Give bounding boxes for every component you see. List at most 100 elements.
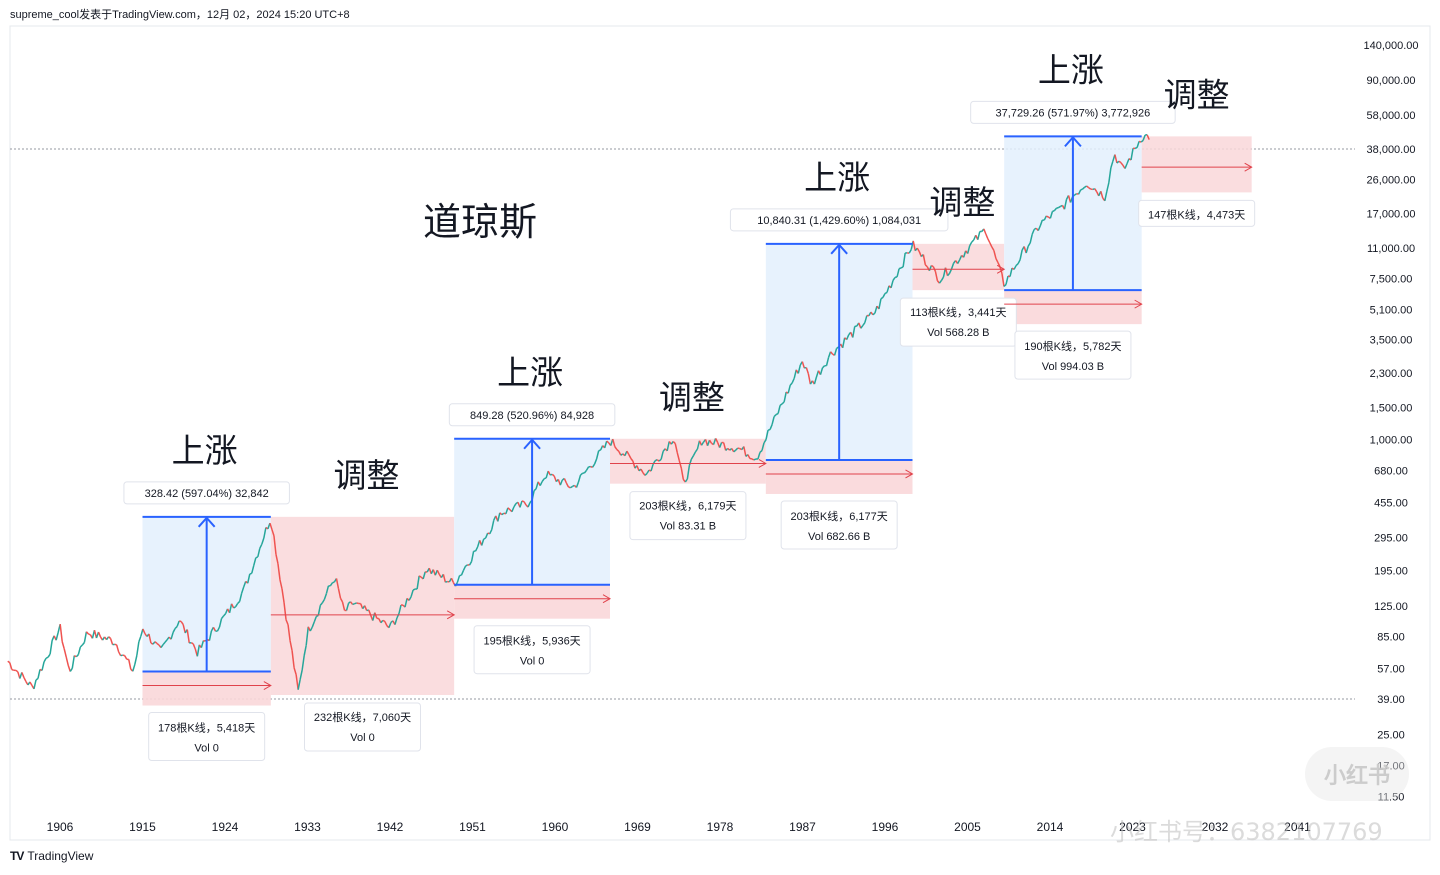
price-segment <box>156 642 160 646</box>
price-segment <box>579 472 583 476</box>
price-segment <box>222 613 227 617</box>
stat-label: 328.42 (597.04%) 32,842 <box>145 488 269 500</box>
price-segment <box>301 655 305 671</box>
span-box <box>454 584 610 619</box>
price-segment <box>593 458 598 465</box>
price-segment <box>97 631 102 638</box>
overlay-layer: 328.42 (597.04%) 32,842 178根K线，5,418天 Vol … <box>123 51 1256 762</box>
price-segment <box>501 512 505 516</box>
price-segment <box>485 532 489 539</box>
price-segment <box>630 458 634 462</box>
correction-region[interactable] <box>912 243 1005 291</box>
price-segment <box>150 642 154 645</box>
price-segment <box>757 452 761 460</box>
price-segment <box>192 643 196 650</box>
price-segment <box>977 231 981 240</box>
price-segment <box>950 262 955 270</box>
price-segment <box>591 463 596 468</box>
y-tick-label: 295.00 <box>1374 532 1408 544</box>
price-segment <box>176 620 180 627</box>
price-segment <box>408 596 412 601</box>
price-segment <box>991 246 995 251</box>
price-segment <box>88 633 91 636</box>
price-segment <box>767 428 771 431</box>
x-tick-label: 1942 <box>377 820 404 834</box>
price-segment <box>902 252 906 267</box>
price-segment <box>1039 219 1044 227</box>
price-segment <box>612 438 616 447</box>
price-segment <box>733 449 737 453</box>
price-segment <box>922 254 927 265</box>
price-segment <box>1092 188 1095 191</box>
price-segment <box>787 385 791 394</box>
price-segment <box>170 632 174 640</box>
price-segment <box>714 438 719 443</box>
price-segment <box>71 655 76 669</box>
price-segment <box>890 280 894 289</box>
y-tick-label: 17,000.00 <box>1367 208 1416 220</box>
price-segment <box>690 455 695 460</box>
price-segment <box>1037 225 1041 231</box>
price-segment <box>577 474 582 483</box>
plot-area[interactable] <box>9 25 1431 841</box>
price-segment <box>73 654 77 658</box>
price-segment <box>946 272 951 277</box>
price-segment <box>1052 209 1055 213</box>
price-segment <box>37 669 41 679</box>
price-segment <box>813 376 818 385</box>
price-segment <box>507 507 511 511</box>
price-segment <box>1124 163 1128 169</box>
price-segment <box>563 478 568 484</box>
price-segment <box>1053 207 1057 212</box>
price-segment <box>124 655 128 660</box>
price-segment <box>11 668 15 671</box>
price-segment <box>240 586 245 594</box>
price-segment <box>779 403 783 406</box>
bars-label-box <box>473 625 591 675</box>
price-segment <box>341 601 346 611</box>
price-segment <box>1088 187 1092 190</box>
rise-arrow-head <box>197 516 216 528</box>
price-segment <box>565 482 570 488</box>
bars-label-box <box>899 297 1017 347</box>
price-segment <box>1084 185 1088 188</box>
y-tick-label: 58,000.00 <box>1367 110 1416 122</box>
price-segment <box>465 564 468 567</box>
price-segment <box>519 500 523 508</box>
price-segment <box>283 602 287 620</box>
price-segment <box>348 601 352 604</box>
price-segment <box>1074 193 1077 196</box>
price-segment <box>259 543 263 549</box>
price-segment <box>797 364 802 374</box>
price-segment <box>995 258 999 263</box>
price-segment <box>658 458 662 462</box>
price-segment <box>821 365 826 369</box>
price-segment <box>208 630 213 641</box>
y-tick-label: 26,000.00 <box>1367 174 1416 186</box>
y-tick-label: 85.00 <box>1377 632 1405 644</box>
stat-label: 37,729.26 (571.97%) 3,772,926 <box>996 107 1151 119</box>
price-segment <box>1094 188 1098 193</box>
price-segment <box>872 312 876 316</box>
price-segment <box>896 268 900 278</box>
correction-region[interactable] <box>270 516 455 696</box>
correction-arrow-head <box>1244 162 1253 172</box>
price-segment <box>456 575 461 583</box>
x-tick-label: 1924 <box>212 820 239 834</box>
price-segment <box>775 412 779 416</box>
price-segment <box>396 613 400 619</box>
price-segment <box>196 644 201 657</box>
price-segment <box>934 271 939 281</box>
price-segment <box>1033 227 1037 231</box>
y-tick-label: 57.00 <box>1377 664 1405 676</box>
price-segment <box>751 458 755 461</box>
vol-label: Vol 0 <box>350 732 374 744</box>
tradingview-logo[interactable]: TV TradingView <box>10 849 93 863</box>
price-segment <box>186 629 190 644</box>
price-segment <box>388 622 392 628</box>
correction-region[interactable] <box>1141 136 1252 193</box>
price-segment <box>884 291 888 295</box>
price-segment <box>1134 146 1138 150</box>
price-segment <box>384 621 388 627</box>
